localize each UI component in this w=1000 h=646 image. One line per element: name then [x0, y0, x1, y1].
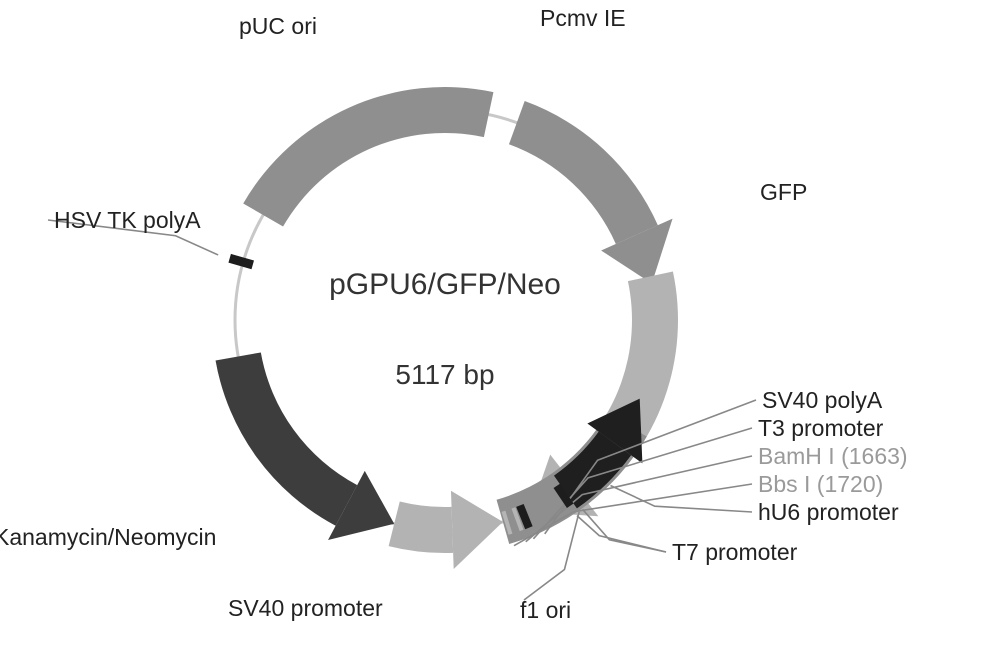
plasmid-size: 5117 bp: [395, 359, 494, 390]
tick-sv40-polya: [530, 501, 540, 523]
tick-hsv-tk-polya: [230, 258, 253, 265]
leader-t7-promoter: [577, 516, 666, 552]
label-sv40-polya: SV40 polyA: [762, 387, 883, 413]
arc-kanamycin-neomycin: [216, 352, 358, 525]
label-hu6-promoter: hU6 promoter: [758, 499, 899, 525]
arc-puc-ori: [243, 87, 493, 227]
label-sv40-promoter: SV40 promoter: [228, 595, 383, 621]
leader-generic: [610, 485, 752, 512]
label-f1-ori: f1 ori: [520, 597, 571, 623]
label-hsv-tk-polya: HSV TK polyA: [54, 207, 201, 233]
label-t7-promoter: T7 promoter: [672, 539, 798, 565]
label-kanamycin-neomycin: Kanamycin/Neomycin: [0, 524, 216, 550]
label-t3-promoter: T3 promoter: [758, 415, 884, 441]
label-bbs-i-1720-: Bbs I (1720): [758, 471, 883, 497]
label-puc-ori: pUC ori: [239, 13, 317, 39]
label-pcmv-ie: Pcmv IE: [540, 5, 626, 31]
SV40 promoter-arrowhead: [451, 491, 503, 569]
label-bamh-i-1663-: BamH I (1663): [758, 443, 908, 469]
arc-pcmv-ie: [509, 101, 658, 244]
label-gfp: GFP: [760, 179, 807, 205]
plasmid-title: pGPU6/GFP/Neo: [329, 268, 561, 301]
arc-sv40-promoter: [389, 501, 453, 553]
